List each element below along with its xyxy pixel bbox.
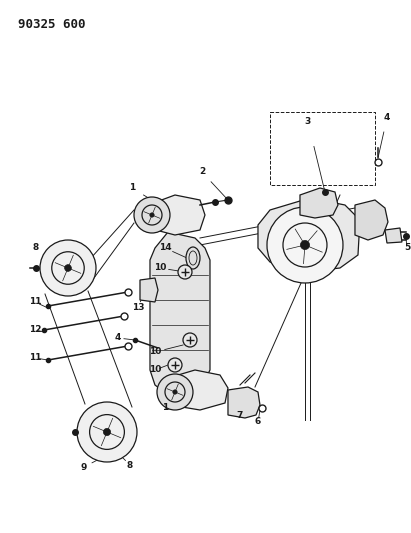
Polygon shape [300,188,338,218]
Circle shape [65,265,72,271]
Text: 10: 10 [149,366,161,375]
Circle shape [173,390,177,394]
Text: 11: 11 [29,353,41,362]
Circle shape [150,213,154,217]
Text: 4: 4 [115,334,121,343]
Text: 9: 9 [81,463,87,472]
Circle shape [178,265,192,279]
Circle shape [183,333,197,347]
Polygon shape [163,370,228,410]
Text: 11: 11 [29,297,41,306]
Circle shape [104,429,111,435]
Circle shape [77,402,137,462]
Circle shape [168,358,182,372]
Polygon shape [258,198,360,272]
Polygon shape [228,387,260,418]
Circle shape [267,207,343,283]
Ellipse shape [186,247,200,269]
Polygon shape [355,200,388,240]
Circle shape [134,197,170,233]
Polygon shape [150,232,210,395]
Polygon shape [145,195,205,235]
Text: 8: 8 [127,461,133,470]
Circle shape [157,374,193,410]
Text: 14: 14 [159,244,171,253]
Text: 1: 1 [162,403,168,413]
Text: 5: 5 [404,244,410,253]
Text: 90325 600: 90325 600 [18,18,85,31]
Circle shape [300,240,309,249]
Text: 4: 4 [384,114,390,123]
Text: 10: 10 [154,263,166,272]
Text: 3: 3 [305,117,311,126]
Text: 8: 8 [33,244,39,253]
Text: 2: 2 [199,167,205,176]
Text: 6: 6 [255,417,261,426]
Text: 10: 10 [149,348,161,357]
Polygon shape [385,228,402,243]
Polygon shape [140,278,158,302]
Text: 12: 12 [29,326,41,335]
Text: 13: 13 [132,303,144,312]
Text: 1: 1 [129,183,135,192]
Text: 7: 7 [237,410,243,419]
Circle shape [40,240,96,296]
